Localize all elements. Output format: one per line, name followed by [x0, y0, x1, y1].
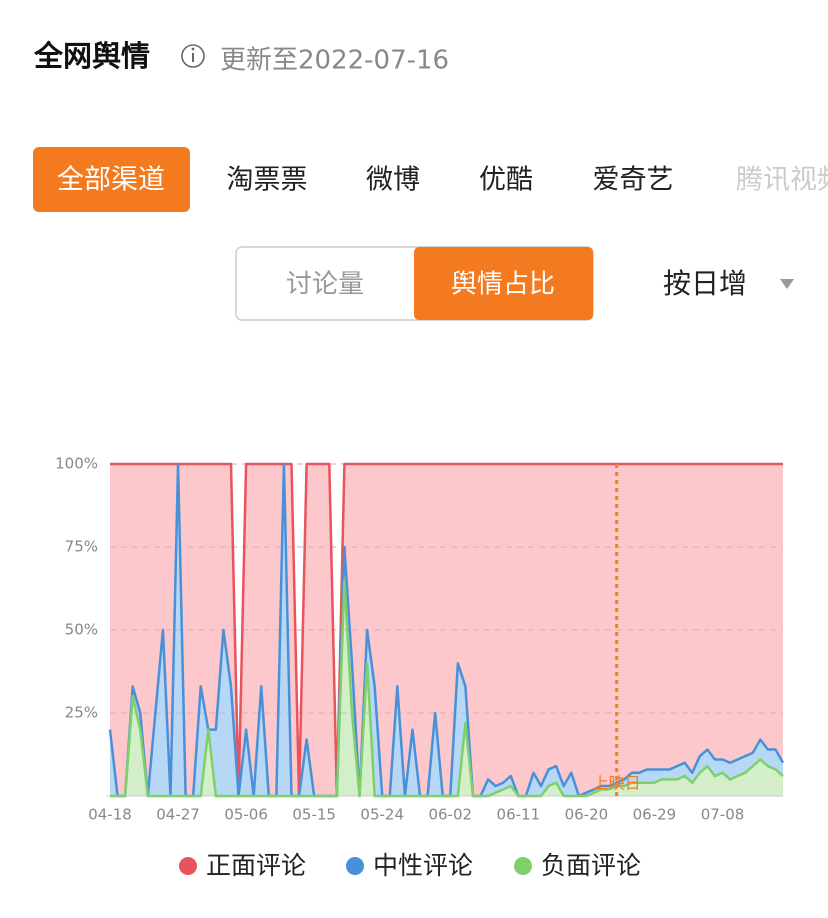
- channel-tab[interactable]: 微博: [366, 165, 420, 196]
- x-tick-label: 06-11: [497, 806, 541, 824]
- channel-tab[interactable]: 淘票票: [227, 165, 308, 196]
- y-tick-label: 25%: [65, 704, 98, 722]
- legend-dot: [514, 857, 532, 875]
- y-tick-label: 100%: [55, 455, 98, 473]
- period-select[interactable]: 按日增: [663, 267, 747, 300]
- legend-label: 正面评论: [206, 851, 306, 880]
- y-tick-label: 50%: [65, 621, 98, 639]
- x-tick-label: 05-06: [224, 806, 268, 824]
- x-tick-label: 07-08: [701, 806, 745, 824]
- y-tick-label: 75%: [65, 538, 98, 556]
- toggle-active-bg: [414, 247, 593, 320]
- x-tick-label: 06-02: [428, 806, 472, 824]
- tab-active-bg: [33, 147, 190, 212]
- release-label: 上映日: [593, 774, 641, 793]
- info-icon[interactable]: [181, 44, 205, 68]
- x-tick-label: 05-15: [292, 806, 336, 824]
- channel-tab[interactable]: 优酷: [479, 165, 533, 196]
- x-tick-label: 06-20: [565, 806, 609, 824]
- toggle-options: 讨论量 舆情占比: [286, 247, 593, 320]
- line: [110, 578, 784, 798]
- toggle-option[interactable]: 讨论量: [286, 270, 364, 300]
- legend-dot: [346, 857, 364, 875]
- toggle-option[interactable]: 舆情占比: [451, 270, 555, 300]
- dropdown-arrow: [780, 279, 794, 289]
- legend-label: 中性评论: [373, 851, 473, 880]
- channel-tab[interactable]: 全部渠道: [57, 165, 165, 196]
- x-tick-label: 04-18: [88, 806, 132, 824]
- title: 全网舆情: [33, 39, 150, 73]
- line: [110, 462, 783, 798]
- legend-label: 负面评论: [541, 851, 641, 880]
- x-tick-label: 05-24: [360, 806, 404, 824]
- chart: 25% 50% 75% 100% 04-18 04-27 05-06 05-15 05-24 06…: [55, 455, 785, 880]
- x-tick-label: 04-27: [156, 806, 200, 824]
- channel-tab[interactable]: 腾讯视频: [736, 165, 828, 196]
- legend-dot: [179, 857, 197, 875]
- x-tick-label: 06-29: [633, 806, 677, 824]
- channel-tabs: 全部渠道 淘票票 微博 优酷 爱奇艺 腾讯视频: [33, 147, 828, 212]
- update-date: 更新至2022-07-16: [220, 46, 449, 76]
- channel-tab[interactable]: 爱奇艺: [593, 165, 674, 196]
- info-icon-dot: [191, 47, 195, 51]
